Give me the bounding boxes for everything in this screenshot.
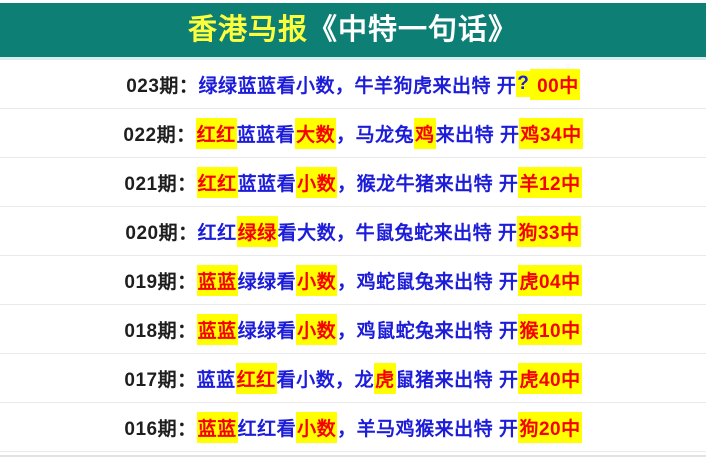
highlighted-text: 小数 (296, 264, 338, 296)
prediction-text: 绿绿看 (237, 320, 297, 342)
prediction-text: 蓝蓝看 (237, 173, 297, 195)
highlighted-text: 小数 (296, 166, 338, 198)
prediction-text: 蓝蓝 (196, 369, 236, 391)
result-row: 020期： 红红 绿绿 看大数，牛鼠兔蛇来出特 开狗33中 (0, 207, 706, 256)
highlighted-text: 蓝蓝 (196, 313, 238, 345)
period-label: 022期： (123, 124, 196, 146)
prediction-text: 绿绿蓝蓝看小数，牛羊狗虎来出特 开 (198, 75, 517, 97)
highlighted-text: 虎04中 (518, 264, 582, 296)
highlighted-text: 鸡34中 (519, 117, 583, 149)
prediction-text: 绿绿看 (237, 271, 297, 293)
highlighted-text: 虎 (374, 362, 396, 394)
highlighted-text: 大数 (295, 117, 337, 149)
period-label: 023期： (126, 75, 199, 97)
prediction-text: ，鸡蛇鼠兔来出特 开 (337, 271, 519, 293)
highlighted-text: 红红 (196, 166, 238, 198)
highlighted-text: 绿绿 (236, 215, 278, 247)
highlighted-text: 蓝蓝 (196, 264, 238, 296)
result-row: 021期： 红红 蓝蓝看 小数 ，猴龙牛猪来出特 开羊12中 (0, 158, 706, 207)
result-row: 019期： 蓝蓝 绿绿看 小数 ，鸡蛇鼠兔来出特 开虎04中 (0, 256, 706, 305)
prediction-text: 看小数，龙 (276, 369, 375, 391)
prediction-text: 看大数，牛鼠兔蛇来出特 开 (277, 222, 518, 244)
highlighted-text: 鸡 (414, 117, 436, 149)
prediction-text: 来出特 开 (435, 124, 520, 146)
period-label: 016期： (124, 418, 197, 440)
period-label: 020期： (125, 222, 198, 244)
highlighted-text: 00中 (530, 68, 580, 100)
brand-title: 香港马报 (187, 13, 308, 46)
highlighted-text: 羊12中 (518, 166, 582, 198)
page-header: 香港马报 《中特一句话》 (0, 3, 706, 60)
highlighted-text: 红红 (235, 362, 277, 394)
highlighted-text: 红红 (195, 117, 237, 149)
period-label: 019期： (124, 271, 197, 293)
result-row: 017期： 蓝蓝 红红 看小数，龙虎鼠猪来出特 开虎40中 (0, 354, 706, 403)
results-list: 023期： 绿绿蓝蓝看小数，牛羊狗虎来出特 开? 00中 022期： 红红 蓝蓝看 大数，… (0, 60, 706, 452)
prediction-text: 红红 (197, 222, 237, 244)
result-row: 016期： 蓝蓝 红红看 小数 ，羊马鸡猴来出特 开狗20中 (0, 403, 706, 452)
period-label: 018期： (124, 320, 197, 342)
prediction-text: 鼠猪来出特 开 (395, 369, 519, 391)
page-title: 《中特一句话》 (308, 13, 519, 46)
highlighted-text: 小数 (296, 313, 338, 345)
highlighted-text: 猴10中 (518, 313, 582, 345)
highlighted-text: 虎40中 (518, 362, 582, 394)
bottom-divider (0, 455, 706, 457)
prediction-text: ，猴龙牛猪来出特 开 (337, 173, 519, 195)
prediction-text: ，马龙兔 (336, 124, 415, 146)
highlighted-text: 狗20中 (518, 411, 582, 443)
highlighted-text: 狗33中 (517, 215, 581, 247)
result-row: 022期： 红红 蓝蓝看 大数 ，马龙兔鸡来出特 开鸡34中 (0, 109, 706, 158)
prediction-text: 红红看 (237, 418, 297, 440)
highlighted-text: 蓝蓝 (196, 411, 238, 443)
highlighted-text: 小数 (296, 411, 338, 443)
prediction-text: 蓝蓝看 (236, 124, 296, 146)
period-label: 017期： (124, 369, 197, 391)
period-label: 021期： (124, 173, 197, 195)
prediction-text: ，羊马鸡猴来出特 开 (337, 418, 519, 440)
result-row: 018期： 蓝蓝 绿绿看 小数 ，鸡鼠蛇兔来出特 开猴10中 (0, 305, 706, 354)
prediction-text: ，鸡鼠蛇兔来出特 开 (337, 320, 519, 342)
result-row: 023期： 绿绿蓝蓝看小数，牛羊狗虎来出特 开? 00中 (0, 60, 706, 109)
highlighted-text: ? (516, 71, 531, 97)
